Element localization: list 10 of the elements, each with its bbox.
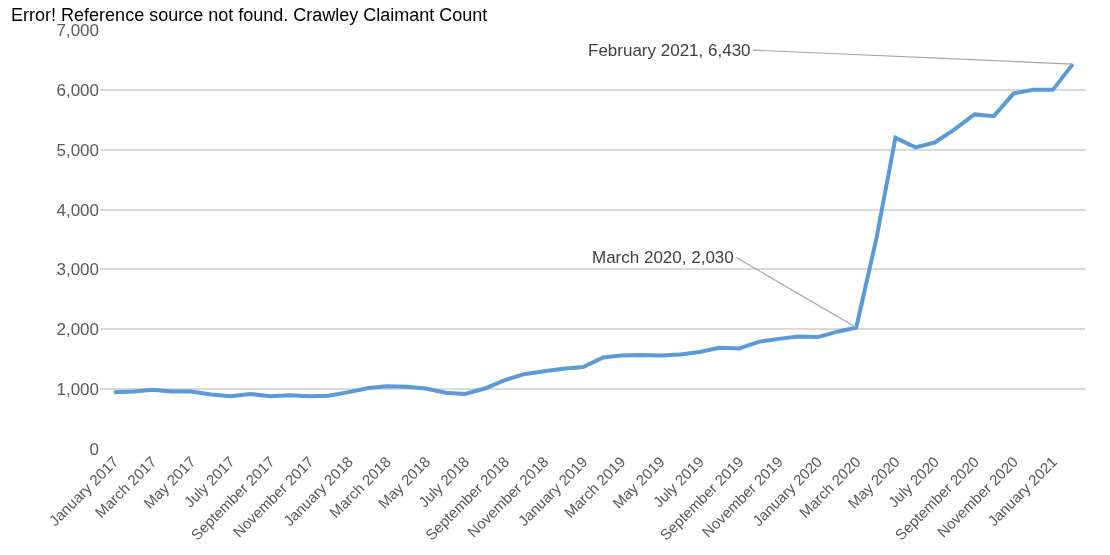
annotation: March 2020, 2,030 xyxy=(592,248,734,267)
line-series xyxy=(112,62,1075,399)
y-tick-label: 4,000 xyxy=(56,200,99,220)
y-tick-label: 3,000 xyxy=(56,260,99,280)
y-tick-label: 6,000 xyxy=(56,80,99,100)
annotation: February 2021, 6,430 xyxy=(588,41,751,60)
y-tick-label: 2,000 xyxy=(56,320,99,340)
y-tick-label: 0 xyxy=(89,439,99,459)
y-tick-label: 5,000 xyxy=(56,140,99,160)
y-tick-label: 1,000 xyxy=(56,380,99,400)
